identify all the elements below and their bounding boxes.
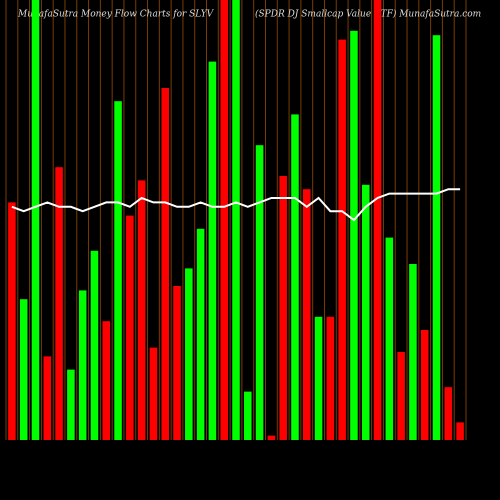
chart-title: MunafaSutra Money Flow Charts for SLYV [17, 10, 215, 20]
bar [173, 286, 181, 440]
bar [456, 422, 464, 440]
bar [279, 176, 287, 440]
bar [78, 290, 87, 440]
bar [291, 114, 299, 441]
chart-subtitle: (SPDR DJ Smallcap Value ETF) MunafaSutra… [255, 9, 481, 20]
bar [432, 35, 441, 440]
bar [31, 0, 40, 440]
bar [114, 101, 122, 440]
bar [8, 202, 16, 440]
bar [267, 435, 276, 440]
bar [373, 0, 382, 440]
bar [444, 387, 453, 440]
bar [314, 316, 323, 440]
bar [255, 145, 264, 440]
bar [126, 215, 134, 440]
bar [326, 316, 335, 440]
bar [232, 0, 240, 440]
bar [149, 347, 158, 440]
bar [244, 391, 252, 440]
bar [90, 250, 99, 440]
bar [208, 61, 217, 440]
bar [220, 0, 228, 440]
bar [361, 184, 370, 440]
bar [67, 369, 75, 440]
bar [302, 189, 311, 440]
bar [19, 299, 28, 440]
bar [196, 228, 205, 440]
bar [420, 330, 429, 440]
bar [102, 321, 111, 440]
bar [350, 30, 358, 441]
bar [185, 268, 193, 440]
bar [409, 264, 417, 440]
bar [338, 39, 346, 440]
bar [55, 167, 63, 440]
bar [385, 237, 394, 440]
category-grid [5, 0, 467, 440]
bar [397, 352, 405, 440]
bar [161, 88, 170, 440]
money-flow-line [11, 188, 461, 222]
bar [43, 356, 52, 440]
bar [137, 180, 146, 440]
